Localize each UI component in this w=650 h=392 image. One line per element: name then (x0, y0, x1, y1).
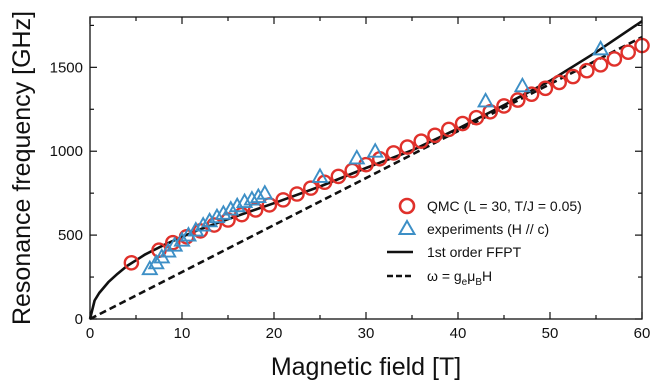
qmc-point (247, 202, 264, 218)
experiment-point (591, 39, 610, 56)
experiment-point (173, 231, 191, 247)
qmc-point (468, 109, 485, 126)
qmc-point (606, 51, 623, 67)
qmc-point (164, 234, 181, 251)
qmc-point (123, 254, 140, 271)
series-lines (88, 20, 643, 321)
x-axis-title: Magnetic field [T] (271, 353, 461, 381)
experiment-point (179, 226, 198, 242)
tick-labels: 0 10 20 30 40 50 60 0 500 1000 1500 (50, 59, 650, 342)
experiment-point (187, 221, 205, 237)
x-tick-label: 10 (174, 325, 191, 342)
qmc-point (579, 62, 595, 79)
qmc-point (620, 44, 637, 61)
legend-zeeman-sub-b: B (475, 277, 482, 288)
experiment-point (200, 211, 219, 228)
experiment-point (256, 184, 274, 200)
x-tick-label: 20 (266, 325, 283, 342)
qmc-point (275, 192, 292, 208)
legend-label-experiments: experiments (H // c) (427, 221, 549, 237)
qmc-point (427, 127, 443, 144)
y-axis-title: Resonance frequency [GHz] (8, 11, 36, 325)
legend-label-ffpt: 1st order FFPT (427, 244, 522, 260)
y-tick-label: 500 (58, 227, 83, 244)
legend-label-zeeman: ω = geμBH (427, 268, 492, 288)
x-tick-label: 30 (358, 325, 375, 342)
qmc-point (330, 168, 347, 185)
x-tick-label: 0 (86, 325, 94, 342)
qmc-point (302, 180, 319, 196)
x-tick-label: 50 (542, 325, 559, 342)
legend: QMC (L = 30, T/J = 0.05) experiments (H … (387, 197, 582, 288)
legend-zeeman-sub-e: e (462, 277, 468, 288)
qmc-point (440, 121, 457, 138)
experiment-point (476, 91, 495, 108)
experiment-point (348, 148, 366, 165)
experiment-point (366, 142, 384, 158)
experiment-point (249, 187, 267, 203)
experiment-point (243, 190, 261, 206)
x-tick-label: 40 (450, 325, 467, 342)
experiment-point (194, 216, 212, 232)
qmc-point (289, 186, 305, 202)
plot-frame (89, 16, 643, 320)
experiment-point (311, 167, 329, 183)
qmc-point (482, 103, 499, 120)
qmc-point (523, 86, 540, 102)
qmc-point (454, 115, 471, 132)
y-tick-label: 1500 (50, 59, 83, 76)
experiment-point (166, 236, 184, 252)
qmc-point (537, 80, 554, 97)
experiment-point (228, 196, 246, 213)
qmc-point (399, 139, 416, 155)
series-line-zeeman (89, 35, 643, 321)
qmc-point (358, 156, 374, 173)
y-tick-label: 0 (75, 311, 83, 328)
experiment-point (208, 207, 226, 224)
legend-zeeman-omega: ω = g (427, 268, 462, 284)
series-line-ffpt (88, 20, 643, 320)
qmc-point (496, 98, 512, 114)
experiment-point (222, 200, 240, 216)
legend-marker-experiments (397, 218, 417, 235)
qmc-point (509, 92, 526, 108)
qmc-point (551, 74, 568, 91)
legend-label-qmc: QMC (L = 30, T/J = 0.05) (427, 198, 582, 214)
qmc-point (413, 133, 430, 149)
legend-marker-qmc (398, 197, 416, 215)
legend-zeeman-h: H (482, 268, 492, 284)
series-markers (123, 37, 650, 276)
experiment-point (214, 204, 233, 220)
qmc-point (385, 145, 402, 161)
x-tick-label: 60 (634, 325, 650, 342)
legend-zeeman-mu: μ (467, 268, 475, 284)
y-tick-label: 1000 (50, 143, 83, 160)
qmc-point (592, 57, 609, 73)
qmc-point (565, 68, 581, 85)
experiment-point (513, 76, 532, 93)
